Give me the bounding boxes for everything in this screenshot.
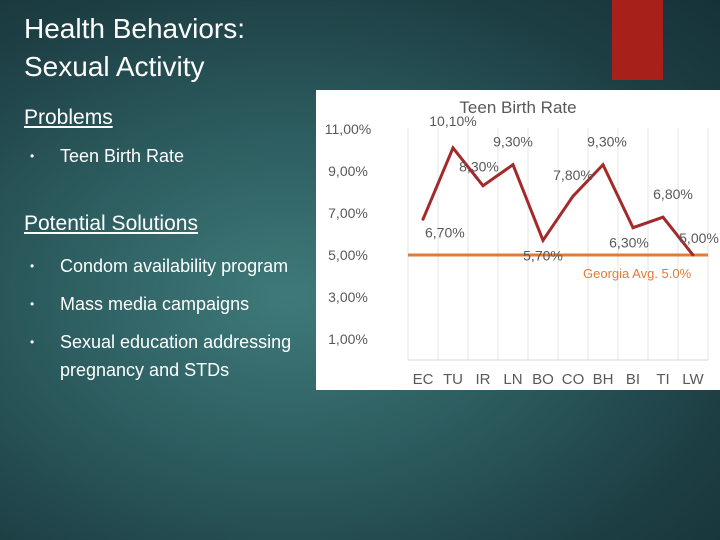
teen-birth-rate-chart: Teen Birth Rate 11,00% 9,00% 7,00% 5,00% 3,0… [325, 98, 719, 388]
solution-item-text: Sexual education addressing pregnancy an… [60, 332, 292, 380]
data-labels: 6,70% 10,10% 8,30% 9,30% 5,70% 7,80% 9,30% 6,30… [425, 113, 719, 263]
accent-red-band [612, 0, 663, 80]
bullet-dot-icon: • [30, 259, 35, 273]
x-tick-label: IR [476, 371, 491, 388]
solution-item: • Sexual education addressing pregnancy a… [24, 328, 294, 384]
y-tick-label: 9,00% [328, 163, 368, 179]
reference-line-group: Georgia Avg. 5.0% [408, 253, 708, 281]
title-line-2: Sexual Activity [24, 51, 205, 82]
data-label: 6,70% [425, 224, 465, 240]
solutions-list: • Condom availability program • Mass media… [24, 252, 294, 394]
y-tick-label: 3,00% [328, 289, 368, 305]
solution-item: • Condom availability program [24, 252, 294, 280]
chart-title: Teen Birth Rate [459, 98, 576, 117]
data-label: 5,70% [523, 247, 563, 263]
x-tick-label: BO [532, 371, 554, 388]
x-tick-label: EC [413, 371, 434, 388]
chart-panel: Teen Birth Rate 11,00% 9,00% 7,00% 5,00% 3,0… [316, 90, 720, 390]
series-group [421, 144, 695, 257]
data-point [421, 217, 425, 221]
data-point [481, 184, 485, 188]
title-line-1: Health Behaviors: [24, 13, 246, 44]
x-tick-label: CO [562, 371, 585, 388]
x-tick-label: TU [443, 371, 463, 388]
data-point [451, 146, 455, 150]
data-point [661, 215, 665, 219]
data-label: 6,80% [653, 186, 693, 202]
data-point [601, 163, 605, 167]
solution-item: • Mass media campaigns [24, 290, 294, 318]
problems-heading: Problems [24, 106, 113, 129]
y-axis-ticks: 11,00% 9,00% 7,00% 5,00% 3,00% 1,00% [325, 121, 371, 347]
bullet-dot-icon: • [30, 297, 35, 311]
solutions-heading: Potential Solutions [24, 212, 198, 235]
problem-item-text: Teen Birth Rate [60, 146, 185, 166]
data-point [511, 163, 515, 167]
slide-title: Health Behaviors: Sexual Activity [24, 10, 245, 86]
y-tick-label: 5,00% [328, 247, 368, 263]
x-tick-label: LW [682, 371, 704, 388]
data-label: 6,30% [609, 235, 649, 251]
data-label: 7,80% [553, 167, 593, 183]
x-tick-label: LN [503, 371, 522, 388]
x-tick-label: TI [656, 371, 669, 388]
chart-grid [407, 128, 709, 361]
y-tick-label: 1,00% [328, 331, 368, 347]
data-label: 5,00% [679, 230, 719, 246]
x-tick-label: BH [593, 371, 614, 388]
y-tick-label: 11,00% [325, 121, 371, 137]
problems-list: • Teen Birth Rate [24, 142, 294, 180]
teen-birth-rate-line [421, 144, 695, 256]
data-label: 9,30% [587, 134, 627, 150]
data-label: 8,30% [459, 159, 499, 175]
bullet-dot-icon: • [30, 149, 35, 163]
data-point [631, 226, 635, 230]
data-point [691, 253, 695, 257]
data-point [541, 238, 545, 242]
georgia-average-label: Georgia Avg. 5.0% [583, 266, 692, 281]
x-tick-label: BI [626, 371, 640, 388]
data-label: 9,30% [493, 134, 533, 150]
solution-item-text: Mass media campaigns [60, 294, 250, 314]
solution-item-text: Condom availability program [60, 256, 289, 276]
bullet-dot-icon: • [30, 335, 35, 349]
data-point [571, 194, 575, 198]
y-tick-label: 7,00% [328, 205, 368, 221]
x-axis-ticks: EC TU IR LN BO CO BH BI TI LW [413, 371, 705, 388]
data-label: 10,10% [429, 113, 476, 129]
problem-item: • Teen Birth Rate [24, 142, 294, 170]
